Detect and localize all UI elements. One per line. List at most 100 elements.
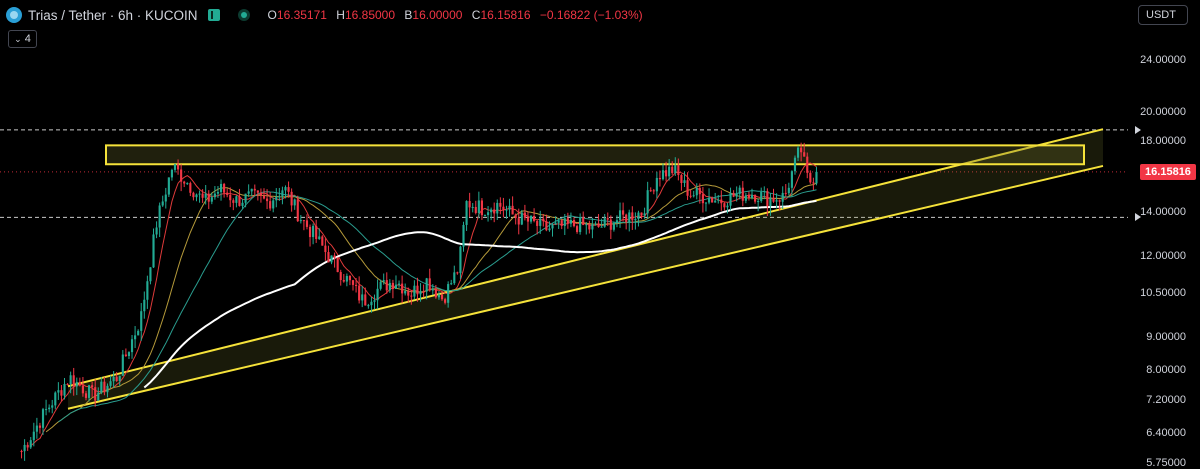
indicators-toggle-button[interactable]: ⌄ 4: [8, 30, 37, 48]
candle-body: [382, 280, 385, 282]
candle-body: [72, 375, 75, 387]
candle-body: [496, 202, 499, 214]
candle-body: [127, 352, 131, 357]
candle-body: [572, 220, 576, 227]
candle-body: [238, 196, 241, 206]
candle-body: [569, 220, 573, 224]
candle-body: [106, 385, 109, 393]
candle-body: [462, 224, 465, 247]
candle-body: [517, 218, 520, 225]
candle-body: [143, 299, 146, 312]
candle-body: [97, 392, 100, 401]
candle-body: [554, 222, 557, 225]
candle-body: [394, 284, 398, 289]
candle-body: [250, 188, 253, 192]
symbol-title[interactable]: Trias / Tether · 6h · KUCOIN: [28, 7, 198, 23]
candle-body: [714, 200, 717, 203]
candle-body: [563, 218, 566, 226]
candle-body: [201, 193, 204, 198]
candle-body: [468, 201, 471, 208]
candle-body: [502, 206, 505, 211]
candle-body: [155, 227, 158, 235]
candle-body: [161, 201, 164, 206]
candle-body: [471, 206, 474, 208]
candle-body: [505, 209, 508, 211]
candle-body: [781, 192, 784, 202]
candle-body: [661, 170, 665, 180]
candle-body: [284, 187, 287, 191]
candle-body: [523, 212, 526, 218]
candle-body: [351, 280, 355, 285]
candle-body: [324, 245, 327, 253]
candle-body: [189, 183, 192, 193]
candle-body: [606, 218, 609, 220]
candle-body: [579, 217, 582, 232]
chart-grid: [0, 129, 1128, 218]
flag-icon[interactable]: [207, 9, 220, 21]
candle-body: [342, 279, 345, 282]
candle-body: [738, 187, 741, 194]
candle-body: [664, 170, 668, 177]
candle-body: [330, 255, 333, 263]
candle-body: [115, 376, 118, 381]
candle-body: [333, 255, 336, 258]
candle-body: [622, 210, 625, 215]
candle-body: [112, 376, 115, 382]
candle-body: [244, 193, 247, 203]
candle-body: [391, 282, 394, 289]
candle-body: [557, 220, 560, 223]
candle-body: [625, 214, 628, 223]
candle-body: [529, 215, 533, 222]
candle-body: [275, 196, 278, 201]
candle-body: [299, 220, 302, 222]
candle-body: [195, 194, 198, 198]
candle-body: [757, 201, 760, 203]
candle-body: [183, 181, 186, 184]
candle-body: [422, 291, 425, 293]
candle-body: [60, 390, 63, 396]
candle-body: [631, 212, 634, 221]
candle-body: [465, 201, 468, 225]
candle-body: [456, 272, 459, 274]
candle-body: [213, 193, 216, 198]
candle-body: [296, 199, 299, 222]
candle-body: [81, 385, 84, 394]
candle-body: [216, 192, 220, 194]
candle-body: [265, 198, 269, 202]
candle-body: [229, 195, 232, 201]
candle-body: [167, 177, 170, 195]
candle-body: [20, 451, 23, 453]
market-status-icon: [237, 9, 250, 21]
candle-body: [437, 294, 441, 298]
candle-body: [361, 294, 364, 301]
candle-body: [747, 195, 751, 198]
ma-white-line: [143, 199, 817, 389]
currency-select[interactable]: USDT: [1138, 5, 1188, 25]
chart-header: Trias / Tether · 6h · KUCOIN O16.35171 H…: [6, 4, 649, 26]
candle-body: [91, 385, 94, 388]
candle-body: [539, 218, 542, 226]
candle-body: [38, 425, 42, 428]
candle-body: [269, 201, 272, 209]
candle-body: [425, 278, 428, 292]
price-tick-label: 14.00000: [1140, 206, 1186, 219]
candle-body: [173, 164, 177, 170]
channel-lower-line: [67, 164, 1104, 410]
candle-body: [440, 294, 444, 300]
candle-body: [612, 223, 615, 230]
candle-body: [370, 301, 373, 306]
candle-body: [407, 290, 410, 296]
price-tick-label: 10.50000: [1140, 287, 1186, 300]
candle-body: [302, 220, 305, 222]
candle-body: [241, 202, 244, 206]
candle-body: [121, 354, 124, 376]
candle-body: [533, 215, 536, 222]
candle-body: [186, 183, 189, 185]
candle-body: [701, 194, 704, 204]
candle-body: [778, 200, 781, 202]
candle-body: [23, 444, 26, 452]
candle-body: [720, 199, 723, 204]
candle-body: [253, 188, 256, 191]
candle-body: [490, 209, 493, 213]
